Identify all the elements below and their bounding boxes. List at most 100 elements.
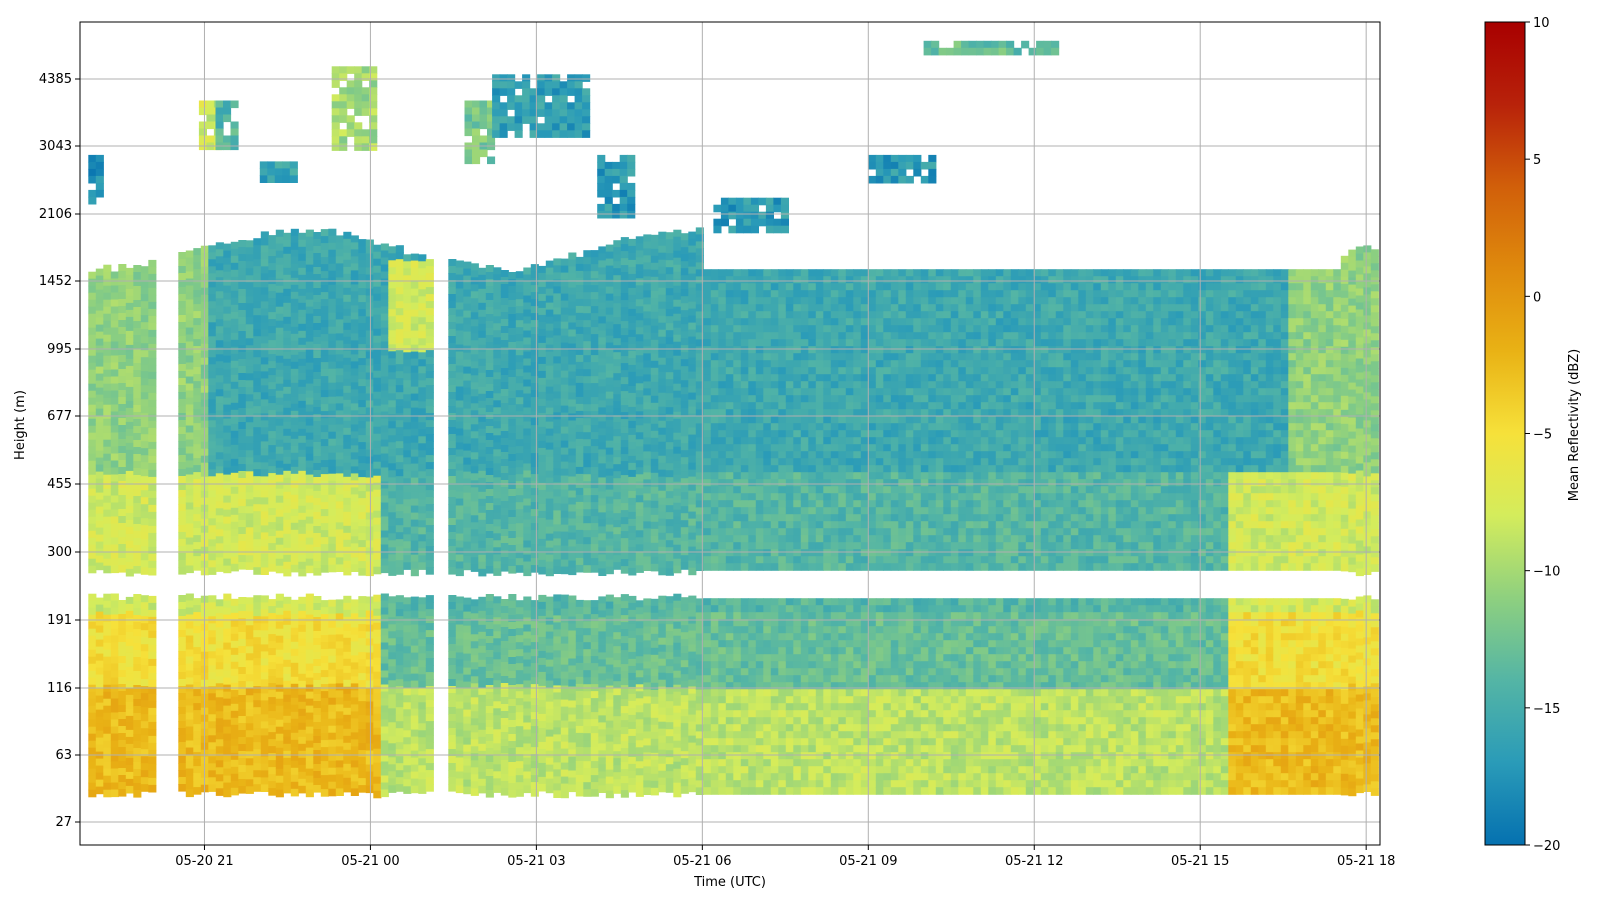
heatmap-cell — [425, 651, 434, 659]
heatmap-cell — [148, 553, 157, 562]
heatmap-cell — [493, 379, 502, 387]
heatmap-cell — [613, 513, 622, 521]
heatmap-cell — [95, 296, 104, 305]
heatmap-cell — [380, 327, 389, 336]
heatmap-cell — [185, 502, 194, 511]
heatmap-cell — [260, 693, 269, 701]
heatmap-cell — [388, 295, 397, 303]
heatmap-cell — [110, 558, 119, 567]
heatmap-cell — [620, 370, 629, 378]
heatmap-cell — [118, 369, 127, 377]
heatmap-cell — [140, 371, 149, 379]
heatmap-cell — [275, 397, 284, 406]
heatmap-cell — [245, 744, 254, 752]
heatmap-cell — [613, 275, 622, 283]
heatmap-cell — [110, 635, 119, 644]
heatmap-cell — [208, 336, 217, 344]
heatmap-cell — [268, 739, 277, 747]
heatmap-cell — [590, 495, 599, 503]
heatmap-cell — [260, 546, 269, 554]
heatmap-cell — [358, 393, 367, 401]
heatmap-cell — [478, 687, 487, 696]
heatmap-cell — [455, 302, 464, 311]
heatmap-cell — [478, 645, 487, 654]
heatmap-cell — [328, 508, 337, 517]
heatmap-cell — [613, 268, 622, 276]
heatmap-cell — [305, 299, 314, 308]
heatmap-cell — [343, 392, 352, 401]
heatmap-cell — [575, 501, 584, 510]
heatmap-cell — [410, 393, 419, 402]
heatmap-cell — [380, 453, 389, 462]
heatmap-cell — [320, 698, 329, 706]
heatmap-cell — [613, 331, 622, 339]
heatmap-cell — [380, 775, 389, 784]
heatmap-cell — [590, 474, 599, 482]
heatmap-cell — [560, 363, 569, 372]
heatmap-cell — [388, 526, 397, 534]
heatmap-cell — [253, 364, 262, 372]
heatmap-cell — [215, 487, 224, 495]
heatmap-cell — [328, 494, 337, 503]
heatmap-cell — [478, 694, 487, 703]
heatmap-cell — [283, 743, 292, 752]
heatmap-cell — [260, 343, 269, 351]
heatmap-cell — [410, 386, 419, 395]
heatmap-cell — [583, 327, 592, 335]
heatmap-cell — [350, 298, 359, 306]
heatmap-cell — [373, 293, 382, 302]
heatmap-cell — [425, 658, 434, 666]
heatmap-cell — [215, 424, 224, 432]
heatmap-cell — [125, 680, 134, 689]
heatmap-cell — [613, 303, 622, 311]
heatmap-cell — [185, 768, 194, 777]
heatmap-cell — [290, 543, 299, 552]
heatmap-cell — [418, 408, 427, 416]
heatmap-cell — [448, 630, 457, 638]
heatmap-cell — [463, 786, 472, 795]
heatmap-cell — [463, 499, 472, 508]
heatmap-cell — [335, 375, 344, 383]
heatmap-cell — [253, 322, 262, 330]
heatmap-cell — [275, 712, 284, 721]
heatmap-cell — [260, 406, 269, 414]
heatmap-cell — [118, 327, 127, 335]
heatmap-cell — [215, 683, 224, 691]
heatmap-cell — [283, 274, 292, 283]
heatmap-cell — [560, 314, 569, 323]
heatmap-cell — [538, 447, 547, 456]
heatmap-cell — [245, 646, 254, 654]
heatmap-cell — [208, 609, 217, 617]
heatmap-cell — [620, 440, 629, 448]
heatmap-cell — [425, 546, 434, 554]
heatmap-cell — [268, 606, 277, 614]
heatmap-cell — [268, 382, 277, 390]
heatmap-cell — [508, 622, 517, 630]
heatmap-cell — [238, 247, 247, 255]
heatmap-cells — [88, 40, 1379, 799]
heatmap-cell — [448, 546, 457, 554]
heatmap-cell — [88, 551, 97, 560]
heatmap-cell — [373, 608, 382, 617]
heatmap-cell — [470, 739, 479, 747]
heatmap-cell — [613, 429, 622, 437]
heatmap-cell — [418, 499, 427, 507]
heatmap-cell — [260, 539, 269, 547]
heatmap-cell — [350, 781, 359, 789]
heatmap-cell — [215, 690, 224, 698]
heatmap-cell — [598, 288, 607, 296]
heatmap-cell — [463, 303, 472, 312]
heatmap-cell — [238, 709, 247, 717]
heatmap-cell — [290, 403, 299, 412]
heatmap-cell — [470, 466, 479, 474]
heatmap-cell — [590, 537, 599, 545]
heatmap-cell — [238, 289, 247, 297]
heatmap-cell — [350, 382, 359, 390]
heatmap-cell — [568, 770, 577, 779]
heatmap-cell — [343, 721, 352, 730]
heatmap-cell — [140, 413, 149, 421]
heatmap-cell — [418, 415, 427, 423]
heatmap-cell — [380, 502, 389, 511]
heatmap-cell — [500, 417, 509, 425]
heatmap-cell — [148, 637, 157, 646]
